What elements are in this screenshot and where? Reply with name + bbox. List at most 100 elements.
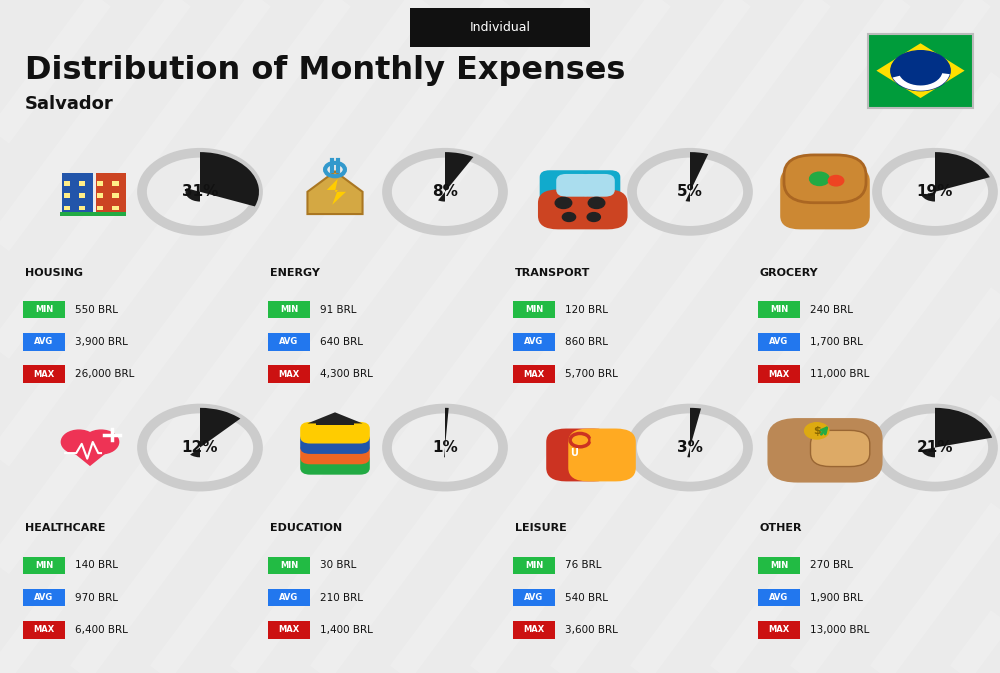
Circle shape (805, 423, 829, 439)
Text: MAX: MAX (523, 369, 545, 379)
Text: 19%: 19% (917, 184, 953, 199)
Text: 1,400 BRL: 1,400 BRL (320, 625, 373, 635)
Text: AVG: AVG (279, 593, 299, 602)
Text: 6,400 BRL: 6,400 BRL (75, 625, 128, 635)
FancyBboxPatch shape (97, 181, 103, 186)
FancyBboxPatch shape (513, 589, 555, 606)
Polygon shape (327, 179, 346, 205)
Text: MAX: MAX (33, 625, 55, 635)
Polygon shape (62, 444, 118, 466)
Wedge shape (190, 408, 240, 458)
FancyBboxPatch shape (513, 333, 555, 351)
Text: 3,900 BRL: 3,900 BRL (75, 337, 128, 347)
Text: ENERGY: ENERGY (270, 268, 320, 277)
Text: 26,000 BRL: 26,000 BRL (75, 369, 134, 379)
Text: 240 BRL: 240 BRL (810, 305, 853, 314)
Text: AVG: AVG (34, 337, 54, 347)
FancyBboxPatch shape (268, 589, 310, 606)
FancyBboxPatch shape (97, 193, 103, 198)
Text: 210 BRL: 210 BRL (320, 593, 363, 602)
FancyBboxPatch shape (300, 443, 370, 464)
FancyBboxPatch shape (316, 420, 354, 425)
FancyBboxPatch shape (780, 167, 870, 229)
Text: 640 BRL: 640 BRL (320, 337, 363, 347)
Text: 31%: 31% (182, 184, 218, 199)
Text: 13,000 BRL: 13,000 BRL (810, 625, 869, 635)
Text: 1%: 1% (432, 440, 458, 455)
FancyBboxPatch shape (758, 589, 800, 606)
Text: 8%: 8% (432, 184, 458, 199)
Text: MAX: MAX (523, 625, 545, 635)
Text: 91 BRL: 91 BRL (320, 305, 356, 314)
FancyBboxPatch shape (758, 621, 800, 639)
Circle shape (588, 197, 605, 209)
FancyBboxPatch shape (268, 557, 310, 574)
Text: GROCERY: GROCERY (760, 268, 819, 277)
FancyBboxPatch shape (23, 333, 65, 351)
FancyBboxPatch shape (758, 557, 800, 574)
Text: AVG: AVG (769, 337, 789, 347)
Text: MIN: MIN (525, 305, 543, 314)
Circle shape (828, 176, 844, 186)
Text: MIN: MIN (35, 305, 53, 314)
Text: MIN: MIN (35, 561, 53, 570)
Text: MIN: MIN (280, 561, 298, 570)
Wedge shape (893, 73, 950, 91)
Text: 30 BRL: 30 BRL (320, 561, 356, 570)
FancyBboxPatch shape (23, 301, 65, 318)
Text: MAX: MAX (278, 369, 300, 379)
FancyBboxPatch shape (23, 621, 65, 639)
Polygon shape (307, 172, 363, 214)
FancyBboxPatch shape (538, 190, 628, 229)
FancyBboxPatch shape (300, 453, 370, 474)
Text: 11,000 BRL: 11,000 BRL (810, 369, 869, 379)
Text: AVG: AVG (34, 593, 54, 602)
FancyBboxPatch shape (300, 422, 370, 444)
Text: MAX: MAX (278, 625, 300, 635)
Text: HEALTHCARE: HEALTHCARE (25, 524, 106, 533)
Text: HOUSING: HOUSING (25, 268, 83, 277)
FancyBboxPatch shape (811, 430, 870, 466)
Wedge shape (687, 408, 701, 458)
Text: 12%: 12% (182, 440, 218, 455)
FancyBboxPatch shape (767, 418, 883, 483)
Circle shape (587, 213, 600, 221)
FancyBboxPatch shape (64, 181, 70, 186)
FancyBboxPatch shape (546, 429, 614, 481)
FancyBboxPatch shape (578, 174, 615, 197)
FancyBboxPatch shape (556, 174, 593, 197)
FancyBboxPatch shape (268, 333, 310, 351)
Text: EDUCATION: EDUCATION (270, 524, 342, 533)
FancyBboxPatch shape (758, 365, 800, 383)
FancyBboxPatch shape (23, 589, 65, 606)
FancyBboxPatch shape (568, 429, 636, 481)
Text: MAX: MAX (768, 625, 790, 635)
Text: TRANSPORT: TRANSPORT (515, 268, 590, 277)
FancyBboxPatch shape (62, 173, 93, 214)
FancyBboxPatch shape (23, 557, 65, 574)
Text: 120 BRL: 120 BRL (565, 305, 608, 314)
Text: U: U (571, 448, 578, 458)
FancyBboxPatch shape (268, 621, 310, 639)
FancyBboxPatch shape (60, 212, 126, 216)
Circle shape (810, 172, 829, 186)
FancyBboxPatch shape (410, 8, 590, 47)
FancyBboxPatch shape (97, 205, 103, 210)
Text: 76 BRL: 76 BRL (565, 561, 602, 570)
Circle shape (891, 50, 950, 91)
FancyBboxPatch shape (513, 365, 555, 383)
Polygon shape (876, 43, 965, 98)
Polygon shape (307, 413, 363, 423)
Wedge shape (922, 152, 990, 202)
FancyBboxPatch shape (79, 205, 85, 210)
Text: MIN: MIN (525, 561, 543, 570)
Text: 540 BRL: 540 BRL (565, 593, 608, 602)
Wedge shape (686, 152, 708, 202)
FancyBboxPatch shape (268, 365, 310, 383)
Text: AVG: AVG (524, 337, 544, 347)
FancyBboxPatch shape (64, 193, 70, 198)
Text: 3,600 BRL: 3,600 BRL (565, 625, 618, 635)
Text: $: $ (813, 426, 821, 436)
FancyBboxPatch shape (79, 193, 85, 198)
Text: 970 BRL: 970 BRL (75, 593, 118, 602)
